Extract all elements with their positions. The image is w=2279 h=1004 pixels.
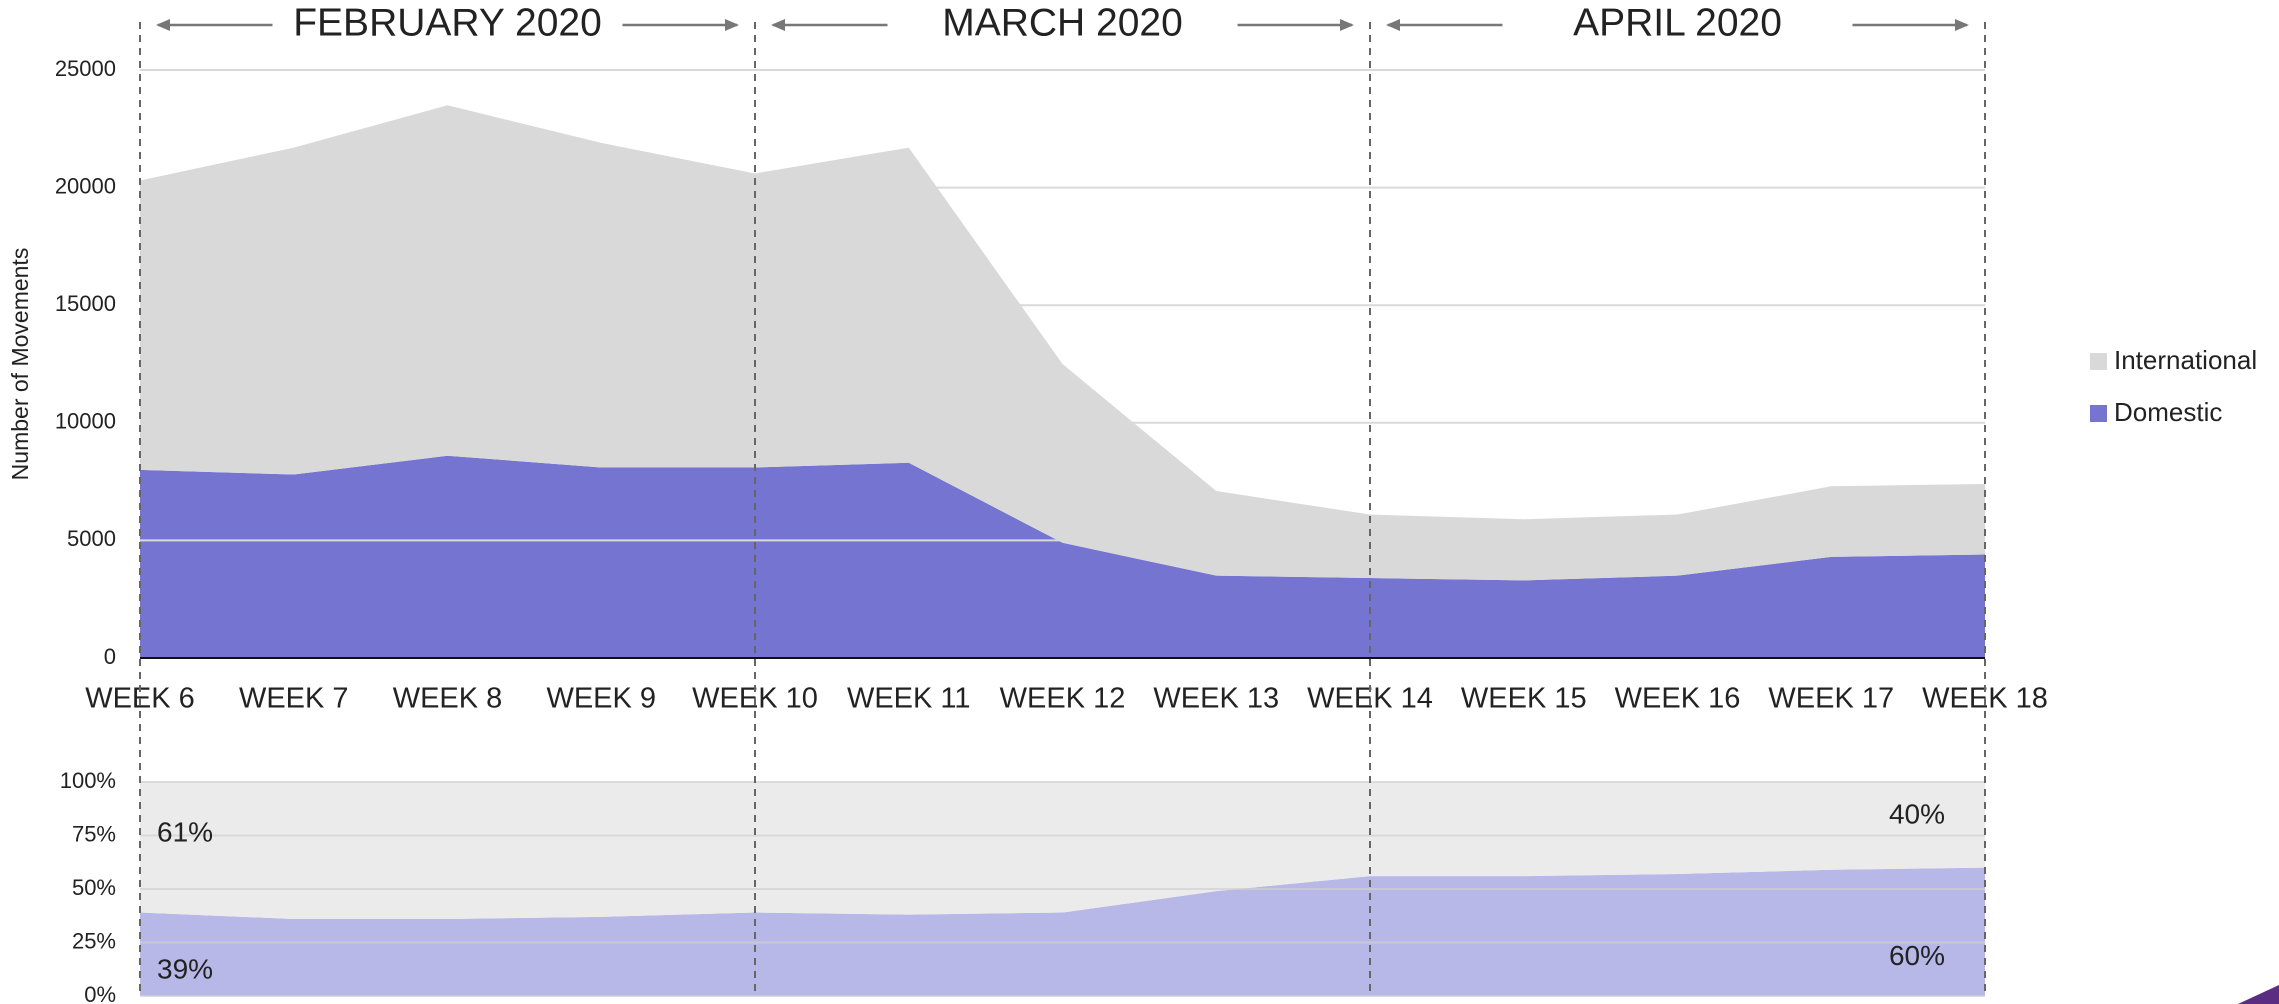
data-label: 60% <box>1889 940 1945 971</box>
y-tick-label: 25000 <box>55 56 116 81</box>
x-tick-label: WEEK 17 <box>1768 683 1894 715</box>
y-tick-label: 0% <box>84 982 116 1004</box>
arrow-head <box>156 19 170 31</box>
x-tick-label: WEEK 13 <box>1153 683 1279 715</box>
y-tick-label: 20000 <box>55 173 116 198</box>
x-tick-label: WEEK 15 <box>1461 683 1587 715</box>
month-label: MARCH 2020 <box>942 1 1183 44</box>
month-label: APRIL 2020 <box>1573 1 1782 44</box>
legend-swatch <box>2090 353 2107 370</box>
x-tick-label: WEEK 9 <box>546 683 656 715</box>
y-tick-label: 75% <box>72 821 116 846</box>
arrow-head <box>1386 19 1400 31</box>
y-tick-label: 25% <box>72 928 116 953</box>
area <box>140 455 1985 658</box>
data-label: 61% <box>157 817 213 848</box>
arrow-head <box>1340 19 1354 31</box>
x-tick-label: WEEK 16 <box>1615 683 1741 715</box>
arrow-head <box>725 19 739 31</box>
x-tick-label: WEEK 11 <box>847 683 971 715</box>
y-tick-label: 5000 <box>67 526 116 551</box>
data-label: 39% <box>157 953 213 984</box>
legend-label: International <box>2114 345 2257 375</box>
legend-swatch <box>2090 405 2107 422</box>
x-tick-label: WEEK 12 <box>1000 683 1126 715</box>
legend-label: Domestic <box>2114 397 2222 427</box>
month-label: FEBRUARY 2020 <box>293 1 602 44</box>
y-tick-label: 100% <box>60 768 116 793</box>
y-tick-label: 15000 <box>55 291 116 316</box>
y-tick-label: 10000 <box>55 409 116 434</box>
area <box>140 867 1985 996</box>
area <box>140 105 1985 581</box>
data-label: 40% <box>1889 799 1945 830</box>
y-axis-label: Number of Movements <box>7 248 33 481</box>
y-tick-label: 0 <box>104 644 116 669</box>
x-tick-label: WEEK 8 <box>393 683 503 715</box>
arrow-head <box>1955 19 1969 31</box>
corner-decoration <box>2238 985 2279 1004</box>
arrow-head <box>771 19 785 31</box>
x-tick-label: WEEK 7 <box>239 683 349 715</box>
y-tick-label: 50% <box>72 875 116 900</box>
area <box>140 782 1985 919</box>
